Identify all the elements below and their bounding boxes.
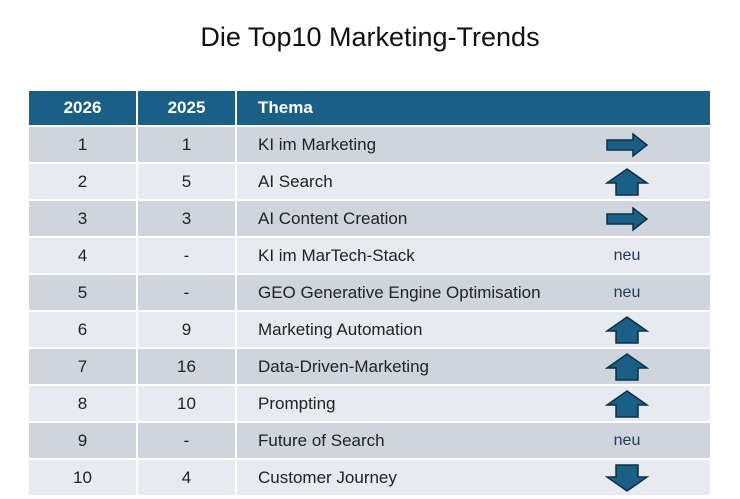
rank-2025: - (137, 422, 237, 460)
arrow-up-icon (592, 386, 662, 421)
table-row: 3 3 AI Content Creation (29, 200, 710, 238)
topic-cell: KI im MarTech-Stack neu (236, 237, 710, 275)
arrow-right-icon (592, 201, 662, 236)
new-badge: neu (613, 246, 641, 264)
new-badge: neu (613, 431, 641, 449)
topic-label: KI im Marketing (258, 134, 377, 154)
topic-label: KI im MarTech-Stack (258, 245, 415, 265)
topic-cell: KI im Marketing (236, 126, 710, 164)
rank-2025: 5 (137, 163, 237, 201)
rank-2025: - (137, 237, 237, 275)
rank-2026: 3 (29, 200, 138, 238)
topic-cell: Prompting (236, 385, 710, 423)
table-row: 1 1 KI im Marketing (29, 126, 710, 164)
arrow-up-icon (592, 349, 662, 384)
topic-label: Customer Journey (258, 467, 397, 487)
header-thema: Thema (236, 91, 710, 127)
header-2026: 2026 (29, 91, 138, 127)
table-row: 4- KI im MarTech-Stack neu (29, 237, 710, 275)
topic-label: Data-Driven-Marketing (258, 356, 429, 376)
table-row: 9- Future of Search neu (29, 422, 710, 460)
table-header-row: 2026 2025 Thema (29, 91, 710, 127)
topic-label: AI Content Creation (258, 208, 408, 228)
topic-label: AI Search (258, 171, 333, 191)
topic-cell: AI Search (236, 163, 710, 201)
topic-label: GEO Generative Engine Optimisation (258, 282, 541, 302)
topic-cell: Future of Search neu (236, 422, 710, 460)
header-2025: 2025 (137, 91, 237, 127)
table-row: 8 10 Prompting (29, 385, 710, 423)
rank-2026: 10 (29, 459, 138, 497)
rank-2025: 3 (137, 200, 237, 238)
rank-2026: 4 (29, 237, 138, 275)
topic-cell: Customer Journey (236, 459, 710, 497)
rank-2025: 16 (137, 348, 237, 386)
rank-2025: 1 (137, 126, 237, 164)
topic-cell: Data-Driven-Marketing (236, 348, 710, 386)
rank-2026: 5 (29, 274, 138, 312)
topic-label: Marketing Automation (258, 319, 423, 339)
topic-cell: Marketing Automation (236, 311, 710, 349)
arrow-down-icon (592, 460, 662, 495)
table-row: 2 5 AI Search (29, 163, 710, 201)
topic-label: Future of Search (258, 430, 385, 450)
rank-2025: 4 (137, 459, 237, 497)
topic-label: Prompting (258, 393, 336, 413)
rank-2026: 2 (29, 163, 138, 201)
table-row: 10 4 Customer Journey (29, 459, 710, 497)
rank-2026: 9 (29, 422, 138, 460)
arrow-up-icon (592, 164, 662, 199)
new-badge: neu (613, 283, 641, 301)
topic-cell: GEO Generative Engine Optimisation neu (236, 274, 710, 312)
page-title: Die Top10 Marketing-Trends (200, 22, 540, 52)
rank-2026: 1 (29, 126, 138, 164)
rank-2026: 7 (29, 348, 138, 386)
rank-2026: 6 (29, 311, 138, 349)
arrow-up-icon (592, 312, 662, 347)
table-row: 5- GEO Generative Engine Optimisation neu (29, 274, 710, 312)
rank-2025: 10 (137, 385, 237, 423)
topic-cell: AI Content Creation (236, 200, 710, 238)
arrow-right-icon (592, 127, 662, 162)
table-row: 6 9 Marketing Automation (29, 311, 710, 349)
rank-2025: 9 (137, 311, 237, 349)
rank-2025: - (137, 274, 237, 312)
rank-2026: 8 (29, 385, 138, 423)
table-row: 7 16 Data-Driven-Marketing (29, 348, 710, 386)
trends-table: 2026 2025 Thema 1 1 KI im Marketing 2 5 AI Se… (29, 91, 710, 497)
